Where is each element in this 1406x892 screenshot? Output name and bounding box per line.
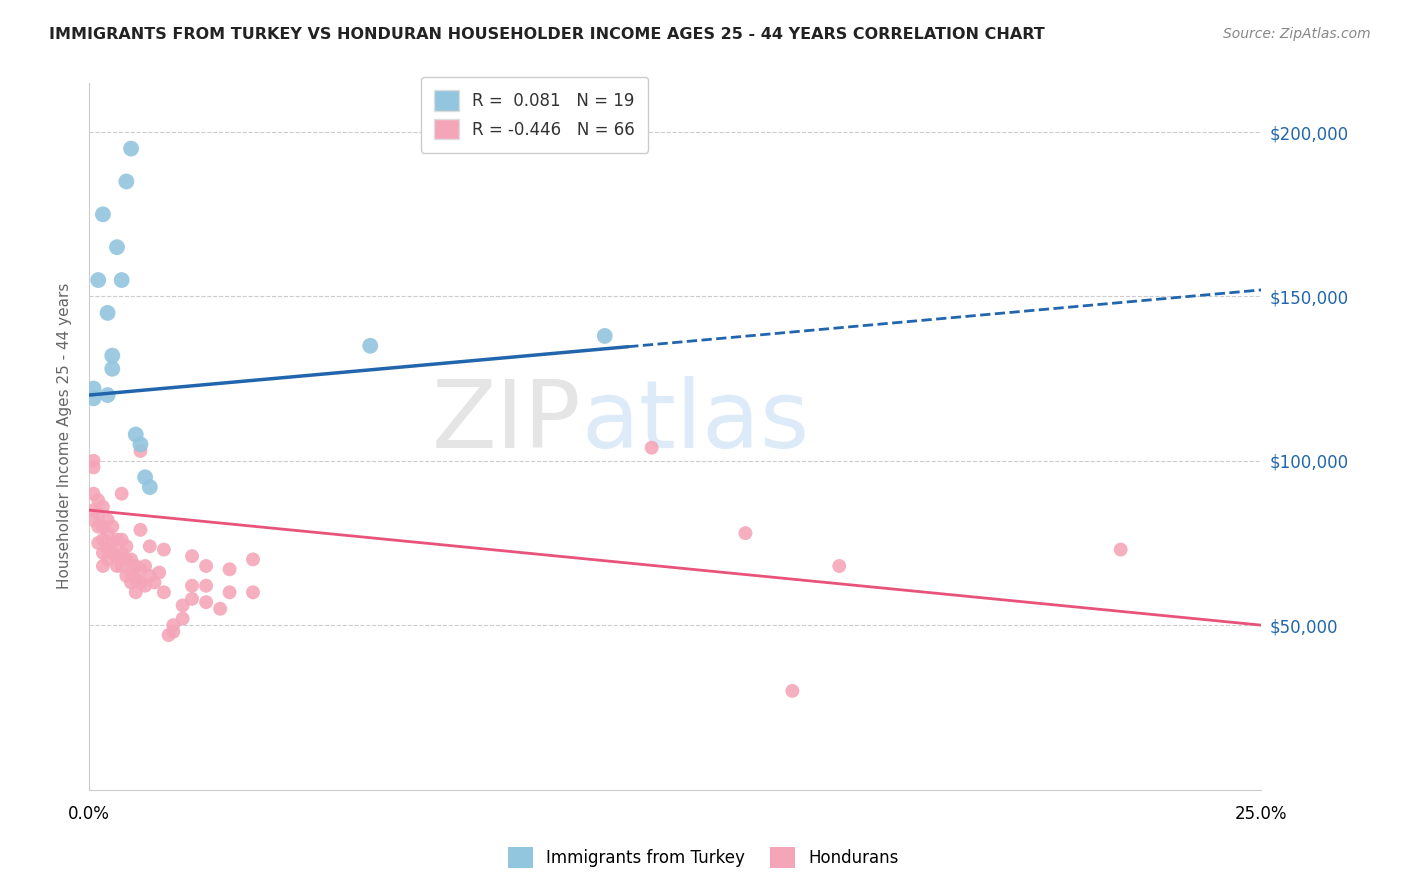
Point [195, 595, 218, 609]
Point [120, 552, 142, 566]
Point [242, 585, 264, 599]
Point [209, 601, 232, 615]
Point [115, 552, 138, 566]
Point [143, 575, 166, 590]
Point [139, 569, 162, 583]
Point [83, 486, 105, 500]
Point [87, 519, 110, 533]
Point [87, 536, 110, 550]
Point [640, 441, 662, 455]
Point [83, 513, 105, 527]
Point [101, 546, 124, 560]
Point [782, 684, 804, 698]
Point [115, 174, 138, 188]
Point [87, 273, 110, 287]
Point [111, 486, 134, 500]
Point [139, 480, 162, 494]
Point [129, 523, 152, 537]
Point [1109, 542, 1132, 557]
Point [91, 207, 114, 221]
Point [148, 566, 170, 580]
Point [153, 542, 176, 557]
Point [105, 533, 128, 547]
Point [172, 599, 194, 613]
Text: Source: ZipAtlas.com: Source: ZipAtlas.com [1223, 27, 1371, 41]
Point [162, 624, 184, 639]
Point [83, 454, 105, 468]
Point [734, 526, 756, 541]
Point [218, 585, 240, 599]
Point [97, 388, 120, 402]
Point [97, 552, 120, 566]
Point [87, 493, 110, 508]
Point [218, 562, 240, 576]
Point [162, 618, 184, 632]
Point [828, 559, 851, 574]
Point [111, 559, 134, 574]
Point [91, 546, 114, 560]
Point [105, 240, 128, 254]
Point [125, 559, 148, 574]
Y-axis label: Householder Income Ages 25 - 44 years: Householder Income Ages 25 - 44 years [58, 283, 72, 590]
Point [129, 575, 152, 590]
Point [115, 539, 138, 553]
Point [593, 329, 616, 343]
Point [91, 519, 114, 533]
Point [91, 500, 114, 514]
Point [195, 559, 218, 574]
Text: ZIP: ZIP [432, 376, 581, 468]
Point [111, 273, 134, 287]
Point [101, 349, 124, 363]
Point [153, 585, 176, 599]
Point [91, 559, 114, 574]
Point [120, 142, 142, 156]
Point [97, 513, 120, 527]
Point [101, 519, 124, 533]
Point [97, 306, 120, 320]
Point [97, 542, 120, 557]
Point [83, 382, 105, 396]
Point [242, 552, 264, 566]
Legend: Immigrants from Turkey, Hondurans: Immigrants from Turkey, Hondurans [496, 836, 910, 880]
Point [87, 507, 110, 521]
Point [101, 536, 124, 550]
Point [134, 559, 156, 574]
Point [97, 526, 120, 541]
Legend: R =  0.081   N = 19, R = -0.446   N = 66: R = 0.081 N = 19, R = -0.446 N = 66 [420, 77, 648, 153]
Point [105, 549, 128, 563]
Point [91, 533, 114, 547]
Point [111, 533, 134, 547]
Point [115, 569, 138, 583]
Point [134, 579, 156, 593]
Point [172, 611, 194, 625]
Point [111, 546, 134, 560]
Point [83, 392, 105, 406]
Point [120, 575, 142, 590]
Point [125, 585, 148, 599]
Point [83, 503, 105, 517]
Point [181, 549, 204, 563]
Point [120, 566, 142, 580]
Text: IMMIGRANTS FROM TURKEY VS HONDURAN HOUSEHOLDER INCOME AGES 25 - 44 YEARS CORRELA: IMMIGRANTS FROM TURKEY VS HONDURAN HOUSE… [49, 27, 1045, 42]
Point [195, 579, 218, 593]
Point [181, 591, 204, 606]
Point [125, 427, 148, 442]
Point [101, 361, 124, 376]
Point [139, 539, 162, 553]
Point [157, 628, 180, 642]
Point [83, 460, 105, 475]
Point [105, 559, 128, 574]
Point [129, 437, 152, 451]
Point [134, 470, 156, 484]
Point [359, 339, 381, 353]
Point [129, 444, 152, 458]
Point [125, 572, 148, 586]
Text: atlas: atlas [581, 376, 810, 468]
Point [129, 562, 152, 576]
Point [181, 579, 204, 593]
